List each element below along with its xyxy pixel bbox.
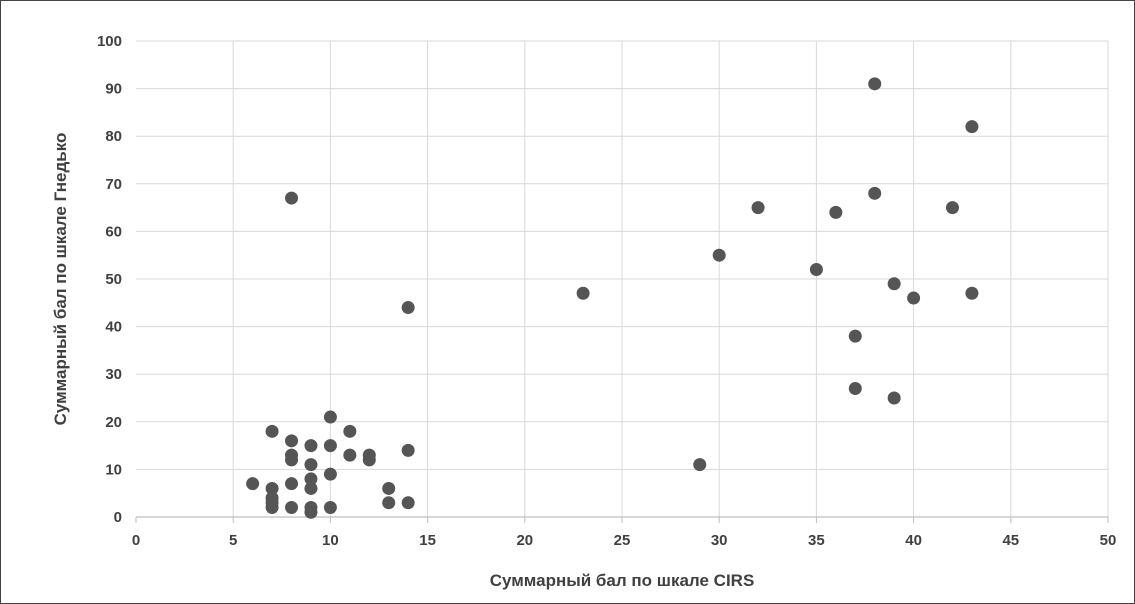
y-tick-label: 100 [97,33,122,50]
x-axis-title: Суммарный бал по шкале CIRS [490,571,755,590]
data-point [265,491,279,505]
data-point [323,410,337,424]
data-point [848,381,862,395]
data-point [965,120,979,134]
data-point [304,481,318,495]
data-point [576,286,590,300]
data-point [712,248,726,262]
data-point [304,472,318,486]
data-point [304,439,318,453]
data-point [304,458,318,472]
data-point [343,424,357,438]
data-point [285,477,299,491]
x-tick-label: 10 [322,532,339,549]
data-point [401,301,415,315]
data-point [887,277,901,291]
x-tick-labels: 0 5 10 15 20 25 30 35 40 45 50 [132,532,1117,549]
data-point [868,77,882,91]
x-tick-label: 20 [516,532,533,549]
data-point [285,500,299,514]
data-point [809,262,823,276]
x-tick-label: 45 [1002,532,1019,549]
data-point [362,448,376,462]
x-tick-label: 35 [808,532,825,549]
data-point [304,500,318,514]
data-point [323,439,337,453]
y-tick-label: 20 [105,414,122,431]
x-tick-label: 30 [711,532,728,549]
data-points [246,77,979,519]
data-point [945,201,959,215]
y-tick-label: 0 [114,509,122,526]
y-tick-label: 80 [105,128,122,145]
y-tick-label: 60 [105,223,122,240]
data-point [265,481,279,495]
x-tick-label: 40 [905,532,922,549]
data-point [907,291,921,305]
data-point [401,496,415,510]
data-point [323,500,337,514]
data-point [285,434,299,448]
y-tick-label: 90 [105,81,122,98]
x-tick-label: 0 [132,532,140,549]
y-tick-label: 10 [105,461,122,478]
data-point [829,205,843,219]
y-tick-label: 70 [105,176,122,193]
axes [135,516,1109,523]
data-point [246,477,260,491]
data-point [285,448,299,462]
y-tick-label: 40 [105,319,122,336]
x-tick-label: 5 [229,532,237,549]
data-point [401,443,415,457]
data-point [868,186,882,200]
data-point [285,191,299,205]
data-point [848,329,862,343]
data-point [887,391,901,405]
x-tick-label: 15 [419,532,436,549]
y-tick-labels: 0 10 20 30 40 50 60 70 80 90 100 [97,33,122,526]
y-tick-label: 50 [105,271,122,288]
data-point [323,467,337,481]
data-point [382,496,396,510]
y-tick-label: 30 [105,366,122,383]
x-tick-label: 50 [1100,532,1117,549]
data-point [751,201,765,215]
data-point [693,458,707,472]
data-point [965,286,979,300]
grid-lines [136,40,1109,517]
data-point [265,424,279,438]
data-point [382,481,396,495]
y-axis-title: Суммарный бал по шкале Гнедько [51,133,70,426]
x-tick-label: 25 [614,532,631,549]
data-point [343,448,357,462]
